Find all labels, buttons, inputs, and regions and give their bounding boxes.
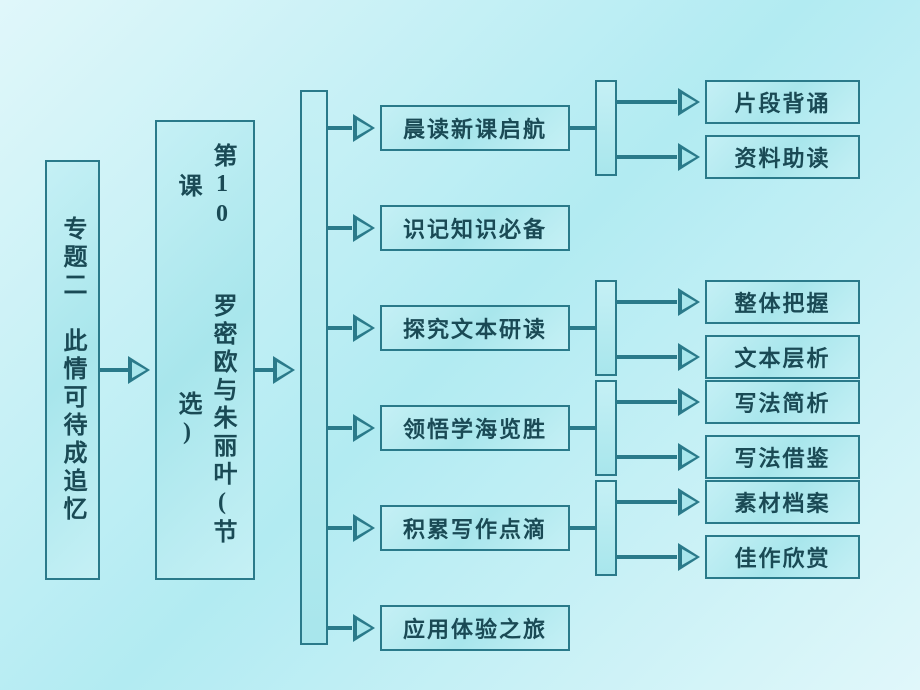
level3-box-5: 应用体验之旅 [380, 605, 570, 651]
level4-box-3: 文本层析 [705, 335, 860, 379]
arrow-rbar-l4-7 [678, 543, 700, 571]
level3-text-1: 识记知识必备 [403, 212, 547, 244]
vertical-bar [300, 90, 328, 645]
level3-text-4: 积累写作点滴 [403, 512, 547, 544]
conn-vbar-l3-5 [328, 626, 352, 630]
level3-box-4: 积累写作点滴 [380, 505, 570, 551]
arrow-vbar-l3-2 [353, 314, 375, 342]
arrow-rbar-l4-1 [678, 143, 700, 171]
conn-rbar-l4-4 [617, 400, 677, 404]
arrow-rbar-l4-5 [678, 443, 700, 471]
arrow-rbar-l4-0 [678, 88, 700, 116]
level3-text-5: 应用体验之旅 [403, 612, 547, 644]
conn-rbar-l4-2 [617, 300, 677, 304]
level4-text-0: 片段背诵 [734, 86, 830, 118]
conn-l1-l2 [100, 368, 130, 372]
right-bar-3 [595, 480, 617, 576]
level3-text-3: 领悟学海览胜 [403, 412, 547, 444]
level4-box-7: 佳作欣赏 [705, 535, 860, 579]
level4-box-1: 资料助读 [705, 135, 860, 179]
level2-top: 第10课 [165, 122, 245, 252]
level3-box-1: 识记知识必备 [380, 205, 570, 251]
right-bar-2 [595, 380, 617, 476]
level1-text: 专题二 此情可待成追忆 [55, 216, 90, 524]
conn-l3-rbar-3 [570, 426, 595, 430]
conn-l3-rbar-2 [570, 326, 595, 330]
right-bar-1 [595, 280, 617, 376]
arrow-vbar-l3-1 [353, 214, 375, 242]
level4-box-0: 片段背诵 [705, 80, 860, 124]
level4-box-2: 整体把握 [705, 280, 860, 324]
level3-box-0: 晨读新课启航 [380, 105, 570, 151]
conn-l3-rbar-0 [570, 126, 595, 130]
conn-vbar-l3-4 [328, 526, 352, 530]
conn-rbar-l4-3 [617, 355, 677, 359]
level3-box-2: 探究文本研读 [380, 305, 570, 351]
arrow-rbar-l4-3 [678, 343, 700, 371]
level4-text-4: 写法简析 [734, 386, 830, 418]
level3-box-3: 领悟学海览胜 [380, 405, 570, 451]
arrow-l2-vbar [273, 356, 295, 384]
level3-text-2: 探究文本研读 [403, 312, 547, 344]
arrow-rbar-l4-2 [678, 288, 700, 316]
conn-vbar-l3-0 [328, 126, 352, 130]
level4-text-6: 素材档案 [734, 486, 830, 518]
arrow-vbar-l3-3 [353, 414, 375, 442]
conn-rbar-l4-7 [617, 555, 677, 559]
arrow-vbar-l3-0 [353, 114, 375, 142]
arrow-l1-l2 [128, 356, 150, 384]
conn-l3-rbar-4 [570, 526, 595, 530]
level4-box-5: 写法借鉴 [705, 435, 860, 479]
arrow-rbar-l4-6 [678, 488, 700, 516]
level4-text-2: 整体把握 [734, 286, 830, 318]
conn-rbar-l4-0 [617, 100, 677, 104]
conn-rbar-l4-1 [617, 155, 677, 159]
conn-vbar-l3-2 [328, 326, 352, 330]
level3-text-0: 晨读新课启航 [403, 112, 547, 144]
conn-rbar-l4-6 [617, 500, 677, 504]
level4-text-1: 资料助读 [734, 141, 830, 173]
right-bar-0 [595, 80, 617, 176]
conn-rbar-l4-5 [617, 455, 677, 459]
level4-text-3: 文本层析 [734, 341, 830, 373]
level4-text-7: 佳作欣赏 [734, 541, 830, 573]
arrow-vbar-l3-4 [353, 514, 375, 542]
level4-box-4: 写法简析 [705, 380, 860, 424]
level4-text-5: 写法借鉴 [734, 441, 830, 473]
arrow-vbar-l3-5 [353, 614, 375, 642]
level2-bottom: 罗密欧与朱丽叶(节选) [165, 262, 245, 578]
level1-box: 专题二 此情可待成追忆 [45, 160, 100, 580]
conn-vbar-l3-3 [328, 426, 352, 430]
level4-box-6: 素材档案 [705, 480, 860, 524]
arrow-rbar-l4-4 [678, 388, 700, 416]
conn-l2-vbar [255, 368, 275, 372]
conn-vbar-l3-1 [328, 226, 352, 230]
level2-box: 第10课 罗密欧与朱丽叶(节选) [155, 120, 255, 580]
